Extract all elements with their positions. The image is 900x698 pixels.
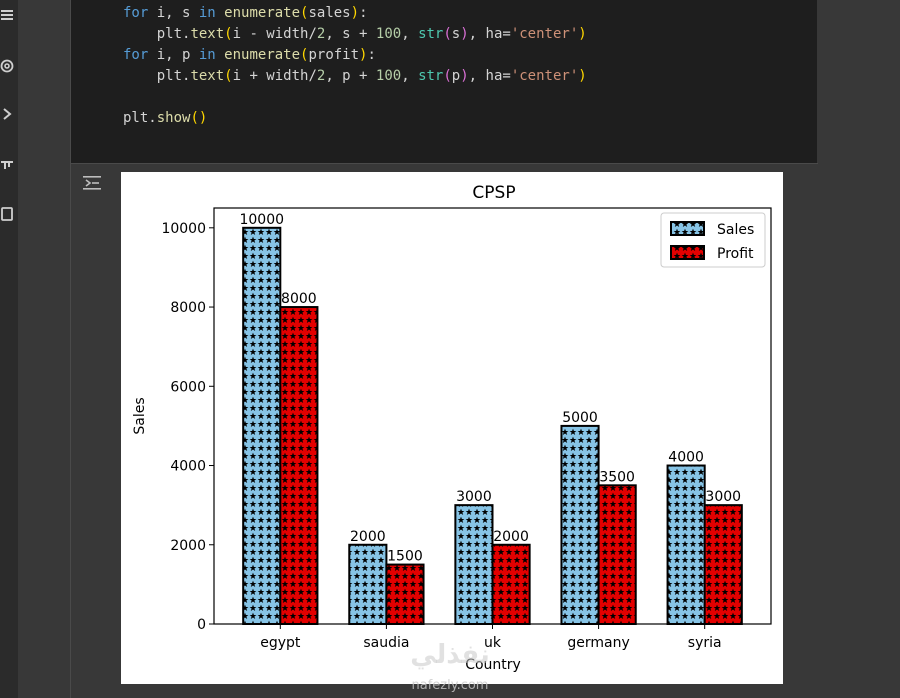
- bar-sales-egypt: [242, 226, 282, 626]
- bar-sales-syria: [666, 464, 706, 625]
- menu-icon[interactable]: [0, 8, 14, 24]
- code-cell[interactable]: for i, s in enumerate(sales): plt.text(i…: [70, 0, 818, 164]
- legend-label-profit: Profit: [717, 246, 754, 262]
- bar-profit-germany: [597, 484, 637, 626]
- at-sign-icon[interactable]: [0, 58, 14, 74]
- chart-title: CPSP: [472, 183, 515, 203]
- y-tick-label: 2000: [170, 538, 206, 554]
- left-sidebar: [0, 0, 18, 698]
- code-line: for i, s in enumerate(sales):: [123, 5, 368, 21]
- bar-sales-uk: [454, 504, 494, 625]
- bar-sales-saudia: [348, 543, 388, 625]
- data-label: 10000: [239, 212, 284, 228]
- legend: Sales Profit: [660, 212, 766, 268]
- data-label: 8000: [281, 291, 317, 307]
- legend-label-sales: Sales: [717, 222, 754, 238]
- x-tick-label: uk: [484, 635, 502, 651]
- chevron-right-icon[interactable]: [0, 106, 14, 122]
- data-label: 3000: [456, 489, 492, 505]
- data-label: 2000: [350, 529, 386, 545]
- data-label: 5000: [562, 410, 598, 426]
- bar-profit-syria: [703, 504, 743, 625]
- bar-profit-egypt: [279, 306, 319, 626]
- x-tick-label: egypt: [260, 635, 301, 651]
- code-icon[interactable]: [0, 158, 14, 174]
- code-line: for i, p in enumerate(profit):: [123, 47, 376, 63]
- y-axis-label: Sales: [132, 397, 148, 434]
- legend-swatch-sales: [670, 221, 705, 236]
- bar-chart: CPSP 10000200030005000400080001500200035…: [132, 183, 772, 673]
- y-tick-label: 4000: [170, 459, 206, 475]
- chart-figure: CPSP 10000 2000 3000 5000 4000 8000 1500 2000 35…: [121, 172, 783, 684]
- bar-sales-germany: [560, 424, 600, 625]
- output-toggle-icon[interactable]: [82, 174, 102, 192]
- x-tick-label: germany: [567, 635, 629, 651]
- cell-gutter: [19, 0, 70, 698]
- data-label: 3500: [599, 469, 635, 485]
- x-axis-label: Country: [465, 657, 521, 673]
- x-tick-label: syria: [688, 635, 722, 651]
- legend-swatch-profit: [670, 245, 705, 260]
- y-tick-label: 8000: [170, 300, 206, 316]
- bar-profit-saudia: [385, 563, 425, 626]
- code-line: plt.text(i - width/2, s + 100, str(s), h…: [123, 26, 587, 42]
- cell-right-gutter: [817, 0, 900, 163]
- terminal-icon[interactable]: [0, 206, 14, 222]
- bar-profit-uk: [491, 543, 531, 625]
- data-label: 4000: [668, 450, 704, 466]
- data-label: 2000: [493, 529, 529, 545]
- data-label: 1500: [387, 549, 423, 565]
- y-tick-label: 6000: [170, 379, 206, 395]
- code-line: plt.show(): [123, 110, 208, 126]
- y-tick-label: 0: [197, 617, 206, 633]
- data-label: 3000: [705, 489, 741, 505]
- y-tick-label: 10000: [161, 221, 206, 237]
- code-line: plt.text(i + width/2, p + 100, str(p), h…: [123, 68, 587, 84]
- x-tick-label: saudia: [363, 635, 409, 651]
